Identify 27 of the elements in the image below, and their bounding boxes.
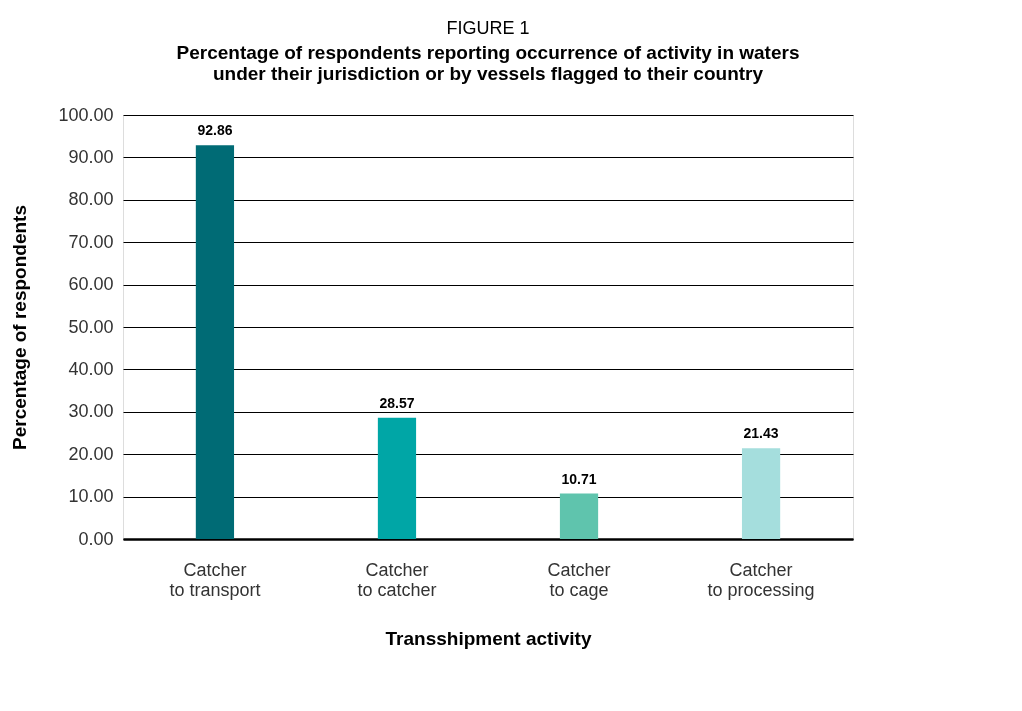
y-tick-label: 10.00 [68, 486, 114, 507]
y-tick-label: 0.00 [78, 528, 114, 549]
y-tick-label: 80.00 [68, 189, 114, 210]
y-axis-title: Percentage of respondents [9, 205, 31, 450]
bar [559, 493, 599, 539]
data-label: 10.71 [561, 470, 597, 487]
bar [195, 145, 235, 539]
x-tick-label: Catcher to transport [169, 559, 261, 600]
y-tick-label: 30.00 [68, 401, 114, 422]
data-label: 28.57 [379, 394, 415, 411]
y-tick-label: 70.00 [68, 231, 114, 252]
y-tick-label: 40.00 [68, 358, 114, 379]
y-tick-label: 60.00 [68, 274, 114, 295]
y-tick-label: 20.00 [68, 443, 114, 464]
chart-subtitle: Percentage of respondents reporting occurrence of activity in waters under their jurisdiction or by vessels flagged to their country [176, 42, 800, 84]
data-label: 21.43 [743, 425, 779, 442]
x-axis-title: Transshipment activity [385, 627, 592, 649]
data-label: 92.86 [197, 122, 233, 139]
x-tick-label: Catcher to processing [707, 559, 815, 600]
bar [377, 417, 417, 539]
chart-title: FIGURE 1 [446, 18, 530, 38]
x-tick-label: Catcher to cage [547, 559, 611, 600]
y-tick-label: 100.00 [58, 104, 114, 125]
y-tick-label: 90.00 [68, 146, 114, 167]
y-tick-label: 50.00 [68, 316, 114, 337]
x-tick-label: Catcher to catcher [357, 559, 437, 600]
bar [741, 448, 781, 539]
